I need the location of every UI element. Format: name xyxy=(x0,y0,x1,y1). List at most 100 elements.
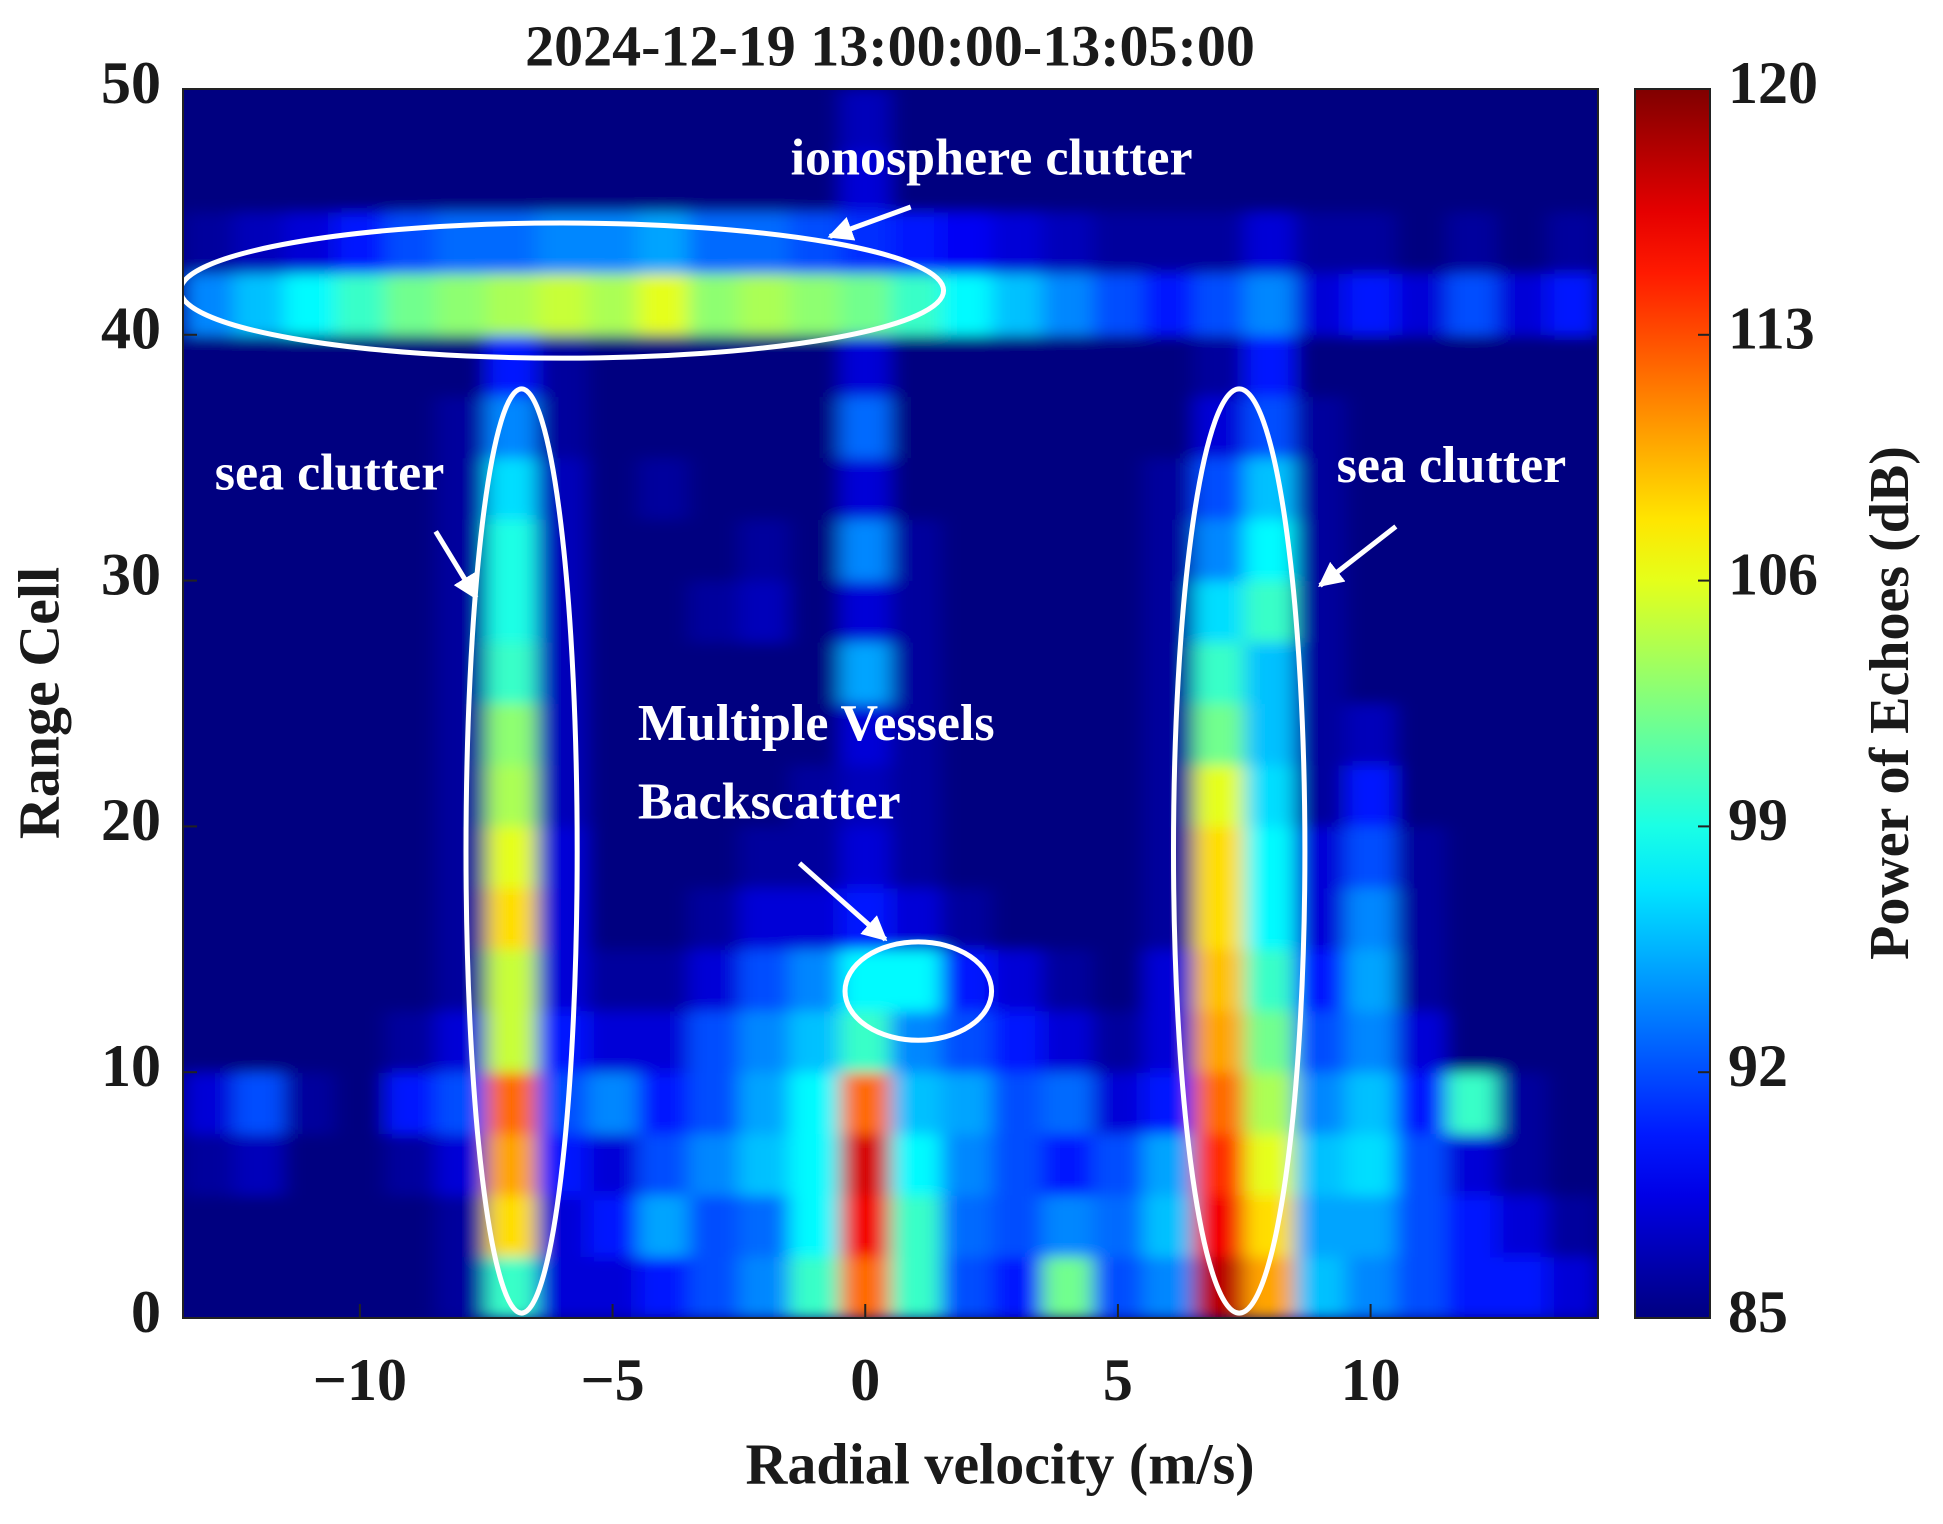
heatmap-cell xyxy=(1143,1133,1195,1196)
heatmap-cell xyxy=(587,1133,639,1196)
heatmap-cell xyxy=(688,150,740,213)
heatmap-cell xyxy=(587,457,639,520)
heatmap-cell xyxy=(385,334,437,397)
heatmap-cell xyxy=(941,642,993,704)
heatmap-cell xyxy=(688,949,740,1012)
heatmap-cell xyxy=(1547,1010,1598,1073)
heatmap-cell xyxy=(385,642,437,704)
heatmap-cell xyxy=(1143,703,1195,766)
heatmap-cell xyxy=(334,1010,386,1073)
heatmap-cell xyxy=(1446,1256,1498,1318)
heatmap-cell xyxy=(839,519,891,582)
heatmap-cell xyxy=(385,1133,437,1196)
heatmap-cell xyxy=(789,764,841,827)
heatmap-cell xyxy=(587,89,639,151)
heatmap-cell xyxy=(385,396,437,459)
heatmap-cell xyxy=(334,457,386,520)
heatmap-cell xyxy=(284,1133,336,1196)
heatmap-cell xyxy=(233,1256,285,1318)
heatmap-cell xyxy=(738,703,790,766)
heatmap-cell xyxy=(991,1256,1043,1318)
heatmap-cell xyxy=(1244,1195,1296,1258)
heatmap-cell xyxy=(789,273,841,336)
heatmap-cell xyxy=(1547,887,1598,950)
heatmap-cell xyxy=(637,334,689,397)
heatmap-cell xyxy=(890,334,942,397)
heatmap-cell xyxy=(1143,89,1195,151)
heatmap-cell xyxy=(284,826,336,889)
heatmap-cell xyxy=(536,580,588,643)
heatmap-cell xyxy=(486,887,538,950)
heatmap-cell xyxy=(1092,580,1144,643)
heatmap-cell xyxy=(284,273,336,336)
heatmap-cell xyxy=(233,949,285,1012)
heatmap-cell xyxy=(941,764,993,827)
heatmap-cell xyxy=(435,703,487,766)
heatmap-cell xyxy=(1446,150,1498,213)
heatmap-cell xyxy=(941,1010,993,1073)
heatmap-cell xyxy=(334,89,386,151)
heatmap-cell xyxy=(991,949,1043,1012)
heatmap-cell xyxy=(1496,211,1548,274)
heatmap-cell xyxy=(1345,457,1397,520)
x-axis-label: Radial velocity (m/s) xyxy=(745,1431,1254,1496)
colorbar-tick-label: 113 xyxy=(1728,296,1815,362)
heatmap-cell xyxy=(991,1010,1043,1073)
heatmap-cell xyxy=(1395,273,1447,336)
heatmap-cell xyxy=(1294,396,1346,459)
chart-title: 2024-12-19 13:00:00-13:05:00 xyxy=(525,13,1255,78)
heatmap-cell xyxy=(1446,826,1498,889)
heatmap-cell xyxy=(536,703,588,766)
heatmap-cell xyxy=(1345,764,1397,827)
heatmap-cell xyxy=(1496,519,1548,582)
heatmap-cell xyxy=(183,150,235,213)
heatmap-cell xyxy=(1193,1072,1245,1135)
heatmap-cell xyxy=(637,949,689,1012)
heatmap-cell xyxy=(233,334,285,397)
heatmap-cell xyxy=(991,580,1043,643)
heatmap-cell xyxy=(1547,89,1598,151)
heatmap-cell xyxy=(941,396,993,459)
annotation-arrow xyxy=(433,530,479,600)
heatmap-cell xyxy=(385,826,437,889)
annotations: ionosphere clutter sea clutter sea clutter… xyxy=(183,130,1566,1316)
heatmap-cell xyxy=(637,150,689,213)
heatmap-cell xyxy=(1244,1010,1296,1073)
heatmap-cell xyxy=(385,580,437,643)
heatmap-cell xyxy=(1547,211,1598,274)
heatmap-cell xyxy=(284,949,336,1012)
heatmap-cell xyxy=(738,642,790,704)
heatmap-cell xyxy=(789,642,841,704)
heatmap-cell xyxy=(1446,1195,1498,1258)
heatmap-cell xyxy=(334,1133,386,1196)
heatmap-cell xyxy=(1496,89,1548,151)
heatmap-cell xyxy=(1042,150,1094,213)
annotation-ellipse xyxy=(842,939,995,1043)
heatmap-cell xyxy=(1244,457,1296,520)
heatmap-cell xyxy=(1244,887,1296,950)
heatmap-cell xyxy=(183,1072,235,1135)
heatmap-cell xyxy=(183,949,235,1012)
heatmap-cell xyxy=(1143,1195,1195,1258)
heatmap-cell xyxy=(1446,334,1498,397)
heatmap-cell xyxy=(941,1133,993,1196)
heatmap-cell xyxy=(738,580,790,643)
heatmap-cell xyxy=(688,457,740,520)
heatmap-cell xyxy=(284,1010,336,1073)
heatmap-cell xyxy=(789,89,841,151)
heatmap-cell xyxy=(536,457,588,520)
heatmap-cell xyxy=(1042,211,1094,274)
heatmap-cell xyxy=(536,1010,588,1073)
heatmap-cell xyxy=(385,457,437,520)
heatmap-cell xyxy=(486,703,538,766)
heatmap-cell xyxy=(1345,826,1397,889)
heatmap-cell xyxy=(738,1010,790,1073)
heatmap-cell xyxy=(1294,273,1346,336)
heatmap-cell xyxy=(435,150,487,213)
heatmap-cell xyxy=(637,1072,689,1135)
heatmap-cell xyxy=(1395,457,1447,520)
annotation-label: sea clutter xyxy=(215,444,445,501)
heatmap-cell xyxy=(435,89,487,151)
heatmap-cell xyxy=(1042,1133,1094,1196)
heatmap-cell xyxy=(1244,826,1296,889)
